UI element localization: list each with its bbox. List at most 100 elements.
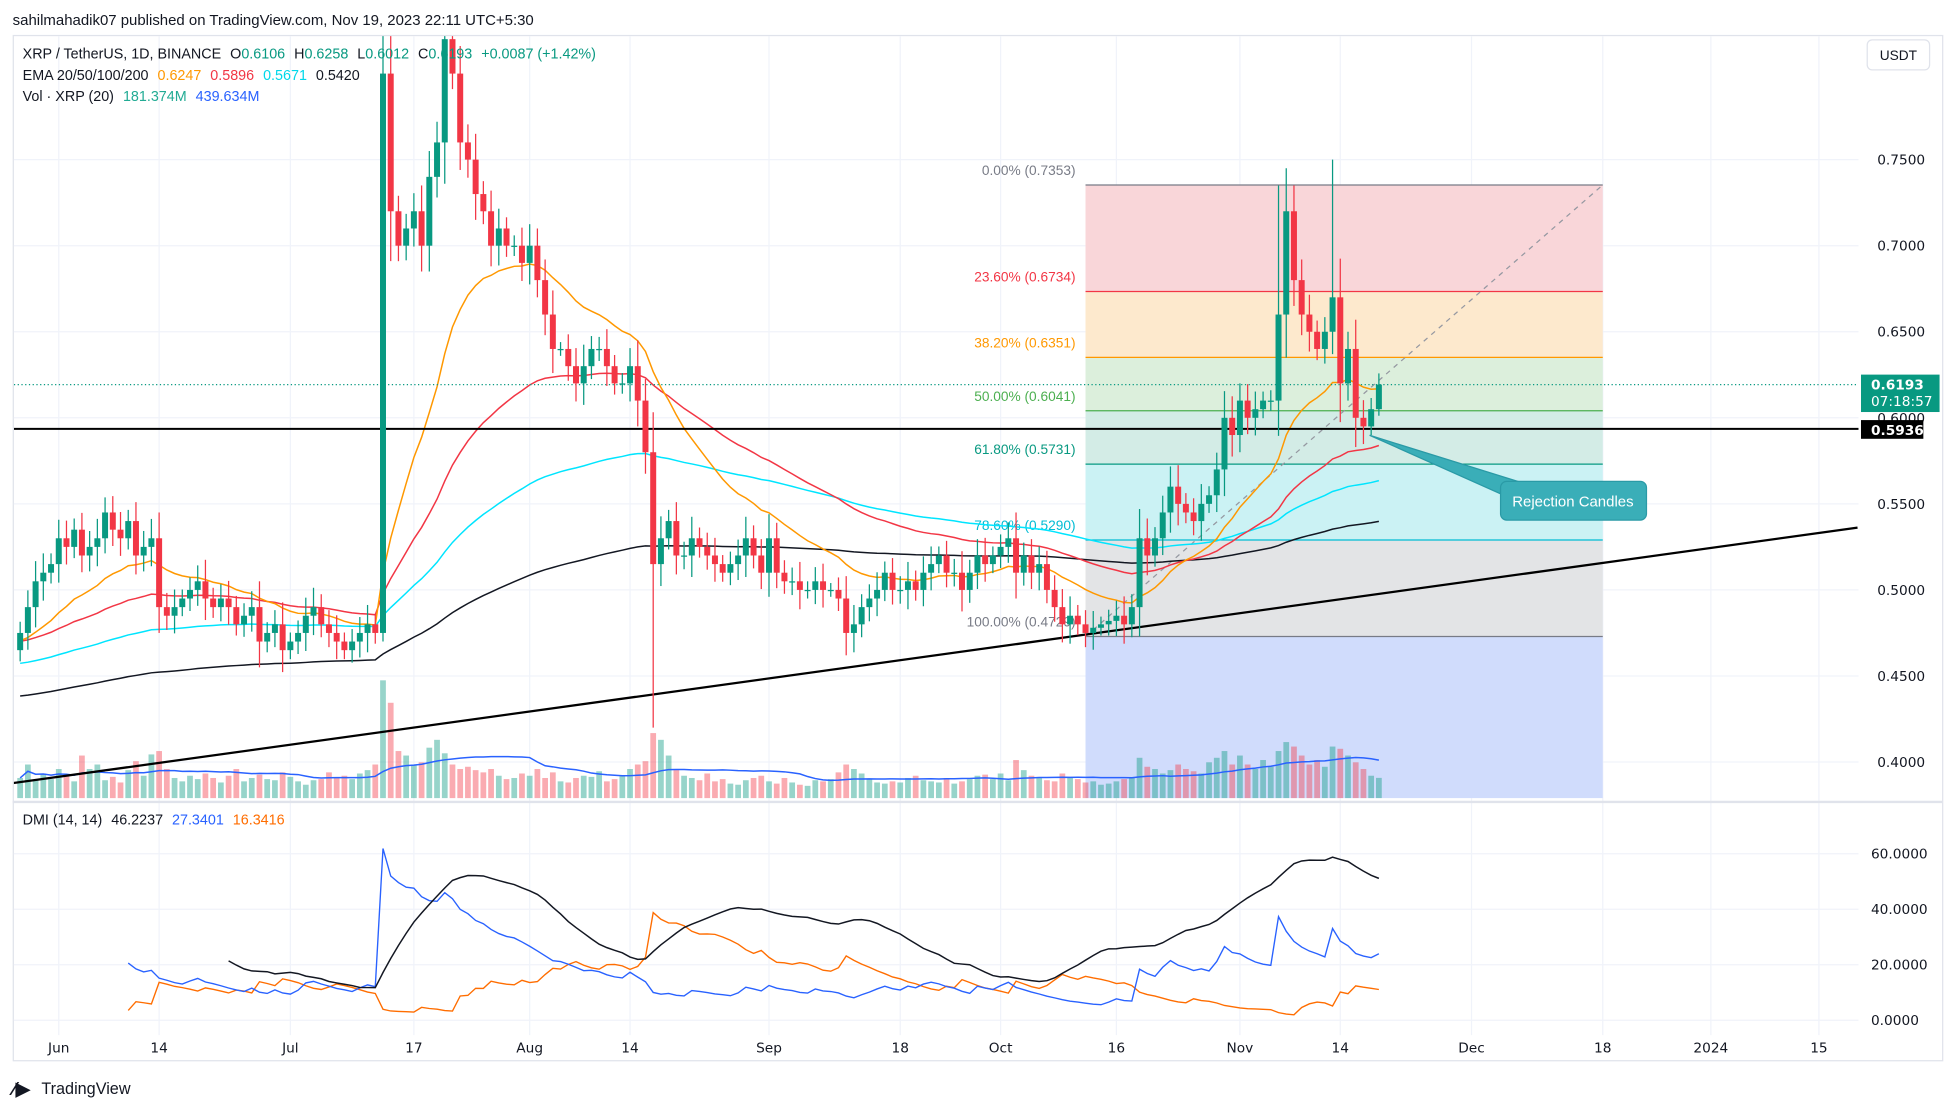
candle[interactable] [295,620,302,655]
candle[interactable] [688,516,695,578]
candle[interactable] [959,551,965,612]
candle[interactable] [1028,539,1035,590]
candle[interactable] [1190,498,1197,536]
candle[interactable] [418,185,425,272]
candle[interactable] [302,597,309,652]
candle[interactable] [1082,610,1089,648]
candle[interactable] [657,516,664,587]
candle[interactable] [426,151,433,272]
candle[interactable] [1067,596,1074,644]
candle[interactable] [256,581,263,668]
candle[interactable] [1121,596,1128,644]
candle[interactable] [1182,493,1189,524]
candle[interactable] [202,559,209,621]
candle[interactable] [928,546,935,591]
candle[interactable] [827,583,834,597]
candle[interactable] [997,534,1004,568]
candle[interactable] [812,567,819,605]
candle[interactable] [32,561,39,628]
candle[interactable] [642,379,649,474]
candle[interactable] [735,539,742,581]
candle[interactable] [86,530,93,572]
candle[interactable] [766,514,772,597]
candle[interactable] [951,558,958,587]
candle[interactable] [596,336,603,362]
candle[interactable] [17,621,24,662]
candle[interactable] [1275,185,1282,436]
candle[interactable] [380,0,386,642]
candle[interactable] [681,541,688,570]
candle[interactable] [1236,383,1243,453]
candle[interactable] [1136,509,1143,637]
candle[interactable] [549,290,556,374]
candle[interactable] [1298,259,1305,336]
candle[interactable] [1283,168,1290,358]
candle[interactable] [912,570,919,601]
candle[interactable] [1306,294,1313,352]
candle[interactable] [24,590,31,650]
candle[interactable] [225,580,232,625]
candle[interactable] [1260,391,1267,419]
candle[interactable] [372,613,379,644]
candle[interactable] [55,519,62,583]
candle[interactable] [935,546,942,574]
candle[interactable] [982,537,989,582]
candle[interactable] [217,584,224,622]
candle[interactable] [534,228,541,298]
candle[interactable] [310,587,317,636]
candle[interactable] [488,190,495,267]
candle[interactable] [742,516,749,578]
candle[interactable] [627,348,634,402]
candle[interactable] [580,344,587,405]
candle[interactable] [974,539,981,590]
candle[interactable] [943,540,950,588]
candle[interactable] [835,577,842,611]
candle[interactable] [804,581,811,599]
candle[interactable] [1368,398,1375,436]
candle[interactable] [410,193,417,247]
candle[interactable] [241,603,248,637]
candle[interactable] [1229,396,1236,457]
candle[interactable] [480,181,487,225]
candle[interactable] [1213,452,1220,513]
candle[interactable] [1221,391,1228,497]
candle[interactable] [356,617,363,658]
candle[interactable] [611,354,618,395]
candle[interactable] [449,24,456,90]
candle[interactable] [109,496,116,547]
candle[interactable] [325,610,332,648]
candle[interactable] [464,124,471,178]
candle[interactable] [1175,465,1182,526]
candle[interactable] [40,553,47,601]
candle[interactable] [503,217,510,257]
candle[interactable] [441,0,448,184]
candle[interactable] [210,587,217,618]
currency-button[interactable]: USDT [1866,39,1931,71]
candle[interactable] [673,502,680,575]
candle[interactable] [264,622,271,653]
ema-legend[interactable]: EMA 20/50/100/200 0.6247 0.5896 0.5671 0… [23,68,360,84]
candle[interactable] [318,594,325,638]
candle[interactable] [1375,373,1382,416]
candle[interactable] [187,577,193,611]
volume-legend[interactable]: Vol · XRP (20) 181.374M 439.634M [23,89,260,105]
candle[interactable] [573,348,579,402]
candle[interactable] [434,121,441,198]
candle[interactable] [271,610,278,648]
candle[interactable] [619,373,626,394]
candle[interactable] [750,525,757,569]
candle[interactable] [1167,466,1174,533]
candle[interactable] [333,615,340,660]
candle[interactable] [403,213,410,261]
candle[interactable] [1074,604,1081,636]
candle[interactable] [843,576,850,656]
candle[interactable] [588,336,595,380]
candle[interactable] [796,561,803,610]
candle[interactable] [1144,518,1151,576]
candle[interactable] [858,594,865,638]
candle[interactable] [1360,400,1367,445]
candle[interactable] [233,595,240,636]
candle[interactable] [889,558,896,605]
candle[interactable] [341,632,348,660]
